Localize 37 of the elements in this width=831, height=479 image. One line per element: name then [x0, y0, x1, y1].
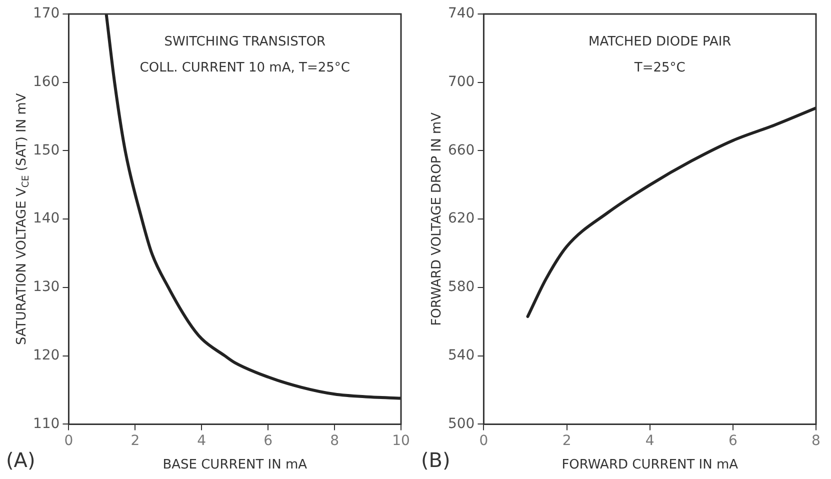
x-tick-label: 2: [562, 433, 572, 450]
x-axis-title: FORWARD CURRENT IN mA: [562, 457, 738, 472]
x-tick-label: 2: [130, 433, 140, 450]
x-axis-title: BASE CURRENT IN mA: [162, 457, 308, 472]
text: (B): [421, 448, 450, 472]
y-tick-label: 700: [448, 74, 475, 90]
y-axis-title: FORWARD VOLTAGE DROP IN mV: [429, 112, 444, 326]
annotation: MATCHED DIODE PAIR: [588, 34, 732, 50]
line-series: [526, 106, 816, 318]
x-tick-label: 4: [197, 433, 206, 450]
x-tick-label: 8: [330, 433, 340, 450]
y-tick-label: 740: [448, 6, 475, 22]
x-tick-label: 0: [479, 433, 488, 450]
x-tick-label: 8: [812, 433, 820, 450]
y-tick-label: 540: [448, 347, 475, 364]
x-tick-label: 6: [728, 433, 738, 450]
line-series: [104, 14, 401, 400]
text: (A): [6, 448, 36, 472]
x-tick-label: 6: [264, 433, 273, 450]
y-tick-label: 130: [32, 279, 60, 296]
x-tick-label: 10: [392, 433, 410, 450]
x-tick-label: 4: [645, 433, 654, 450]
y-axis-title: SATURATION VOLTAGE VCE (SAT) IN mV: [14, 93, 32, 345]
y-tick-label: 150: [32, 142, 60, 158]
y-tick-label: 580: [448, 279, 475, 296]
annotation: COLL. CURRENT 10 mA, T=25°C: [140, 60, 350, 76]
x-tick-label: 0: [64, 433, 74, 450]
y-tick-label: 660: [448, 142, 475, 158]
y-tick-label: 500: [448, 416, 475, 432]
y-tick-label: 170: [32, 6, 60, 22]
y-tick-label: 160: [32, 74, 60, 90]
y-tick-label: 620: [448, 210, 475, 227]
y-tick-label: 110: [32, 416, 60, 432]
annotation: SWITCHING TRANSISTOR: [164, 34, 326, 50]
y-tick-label: 140: [32, 210, 60, 227]
annotation: T=25°C: [633, 60, 686, 76]
y-tick-label: 120: [32, 347, 60, 364]
